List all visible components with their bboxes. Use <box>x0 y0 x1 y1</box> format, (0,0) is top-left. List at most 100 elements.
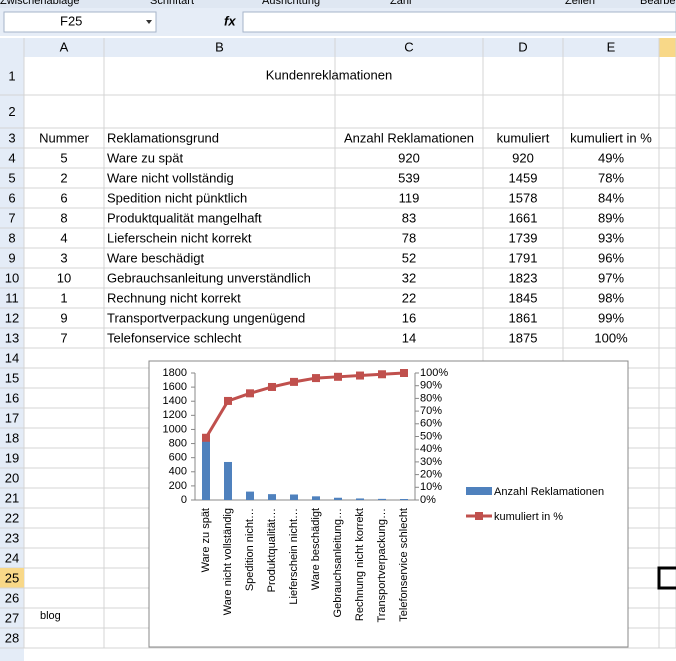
row-header[interactable]: 12 <box>5 310 19 325</box>
y-tick-label: 1000 <box>163 423 187 435</box>
table-cell: 1578 <box>509 190 538 205</box>
table-cell: 1 <box>60 290 67 305</box>
row-header[interactable]: 3 <box>8 130 15 145</box>
table-cell: 52 <box>402 250 416 265</box>
line-marker <box>378 370 386 379</box>
watermark: blog <box>40 610 61 622</box>
row-header[interactable]: 26 <box>5 590 19 605</box>
y-tick-label: 1400 <box>163 395 187 407</box>
x-tick-label: Spedition nicht… <box>244 508 256 591</box>
table-title: Kundenreklamationen <box>266 67 392 82</box>
row-header[interactable]: 24 <box>5 550 19 565</box>
row-header[interactable]: 15 <box>5 370 19 385</box>
row-header[interactable]: 28 <box>5 630 19 645</box>
row-header[interactable]: 16 <box>5 390 19 405</box>
bar <box>400 499 408 500</box>
x-tick-label: Ware beschädigt <box>310 508 322 590</box>
table-cell: 14 <box>402 330 416 345</box>
table-header: Anzahl Reklamationen <box>344 130 474 145</box>
row-header[interactable]: 9 <box>8 250 15 265</box>
table-header: kumuliert <box>497 130 550 145</box>
line-marker <box>246 389 254 398</box>
table-cell: 97% <box>598 270 624 285</box>
row-header[interactable]: 7 <box>8 210 15 225</box>
row-header[interactable]: 1 <box>8 68 15 83</box>
legend-swatch <box>475 512 483 520</box>
table-cell: 539 <box>398 170 420 185</box>
row-header[interactable]: 22 <box>5 510 19 525</box>
table-cell: 96% <box>598 250 624 265</box>
row-header[interactable]: 21 <box>5 490 19 505</box>
y2-tick-label: 10% <box>420 481 442 493</box>
column-header[interactable]: D <box>518 39 527 54</box>
table-header: Nummer <box>39 130 90 145</box>
row-header[interactable]: 25 <box>5 570 19 585</box>
row-header[interactable]: 5 <box>8 170 15 185</box>
table-cell: 7 <box>60 330 67 345</box>
table-cell: 1791 <box>509 250 538 265</box>
row-header[interactable]: 18 <box>5 430 19 445</box>
row-header[interactable]: 13 <box>5 330 19 345</box>
x-tick-label: Lieferschein nicht… <box>288 508 300 605</box>
row-header[interactable]: 23 <box>5 530 19 545</box>
row-header[interactable]: 17 <box>5 410 19 425</box>
legend-label: Anzahl Reklamationen <box>494 486 604 498</box>
y-tick-label: 800 <box>169 437 187 449</box>
row-header[interactable]: 8 <box>8 230 15 245</box>
row-header[interactable]: 10 <box>5 270 19 285</box>
bar <box>246 491 254 500</box>
table-cell: 32 <box>402 270 416 285</box>
column-header[interactable]: A <box>60 39 69 54</box>
y2-tick-label: 40% <box>420 443 442 455</box>
table-cell: Telefonservice schlecht <box>107 330 242 345</box>
line-marker <box>290 377 298 386</box>
fx-label: fx <box>224 13 236 28</box>
table-cell: 78% <box>598 170 624 185</box>
column-header[interactable]: B <box>215 39 224 54</box>
x-tick-label: Telefonservice schlecht <box>398 508 410 622</box>
table-cell: 1661 <box>509 210 538 225</box>
name-box[interactable] <box>3 11 157 33</box>
table-cell: Ware beschädigt <box>107 250 204 265</box>
table-cell: 920 <box>512 150 534 165</box>
row-header[interactable]: 2 <box>8 104 15 119</box>
y-tick-label: 200 <box>169 480 187 492</box>
formula-input[interactable] <box>242 11 676 33</box>
row-header[interactable]: 6 <box>8 190 15 205</box>
table-cell: 4 <box>60 230 67 245</box>
table-cell: Produktqualität mangelhaft <box>107 210 262 225</box>
table-cell: Gebrauchsanleitung unverständlich <box>107 270 311 285</box>
table-cell: 1875 <box>509 330 538 345</box>
table-cell: 83 <box>402 210 416 225</box>
y2-tick-label: 70% <box>420 405 442 417</box>
row-header[interactable]: 27 <box>5 610 19 625</box>
table-cell: 98% <box>598 290 624 305</box>
table-cell: 9 <box>60 310 67 325</box>
x-tick-label: Transportverpackung… <box>376 508 388 623</box>
row-header[interactable]: 19 <box>5 450 19 465</box>
row-header[interactable]: 20 <box>5 470 19 485</box>
selected-cell[interactable] <box>657 566 676 590</box>
y-tick-label: 600 <box>169 452 187 464</box>
y-tick-label: 1600 <box>163 381 187 393</box>
table-cell: 1459 <box>509 170 538 185</box>
table-cell: 99% <box>598 310 624 325</box>
row-header[interactable]: 11 <box>5 290 19 305</box>
dropdown-arrow[interactable] <box>146 20 152 24</box>
row-header[interactable]: 14 <box>5 350 19 365</box>
x-tick-label: Ware nicht vollständig <box>222 508 234 615</box>
table-cell: Spedition nicht pünktlich <box>107 190 247 205</box>
table-cell: 49% <box>598 150 624 165</box>
column-header[interactable]: C <box>404 39 413 54</box>
line <box>204 371 405 439</box>
chart-area[interactable] <box>148 360 629 648</box>
table-cell: 1845 <box>509 290 538 305</box>
row-header-bar <box>0 57 24 661</box>
line-marker <box>356 371 364 380</box>
table-cell: 1823 <box>509 270 538 285</box>
table-cell: Lieferschein nicht korrekt <box>107 230 252 245</box>
row-header[interactable]: 4 <box>8 150 15 165</box>
ribbon-group-label: Schriftart <box>150 0 194 7</box>
column-header-selected <box>659 38 676 57</box>
column-header[interactable]: E <box>607 39 616 54</box>
